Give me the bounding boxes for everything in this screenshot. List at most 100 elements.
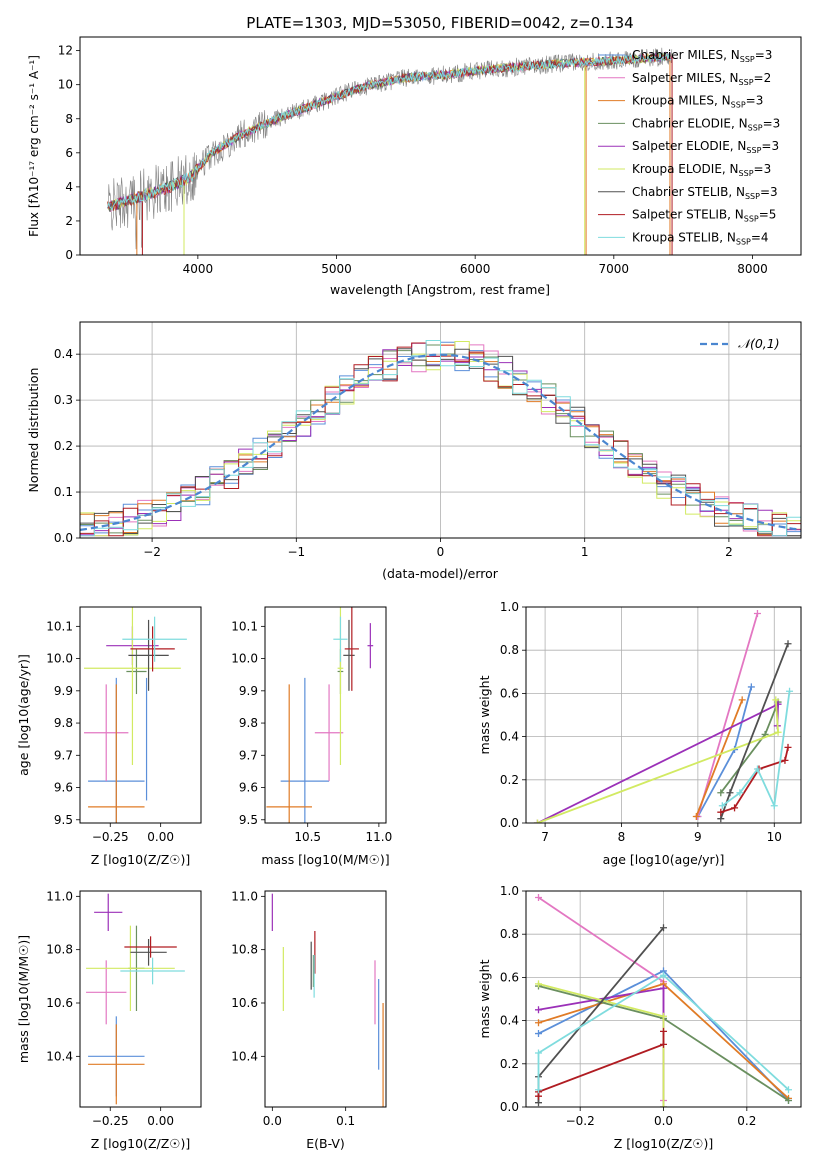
series-marker	[753, 765, 761, 773]
y-tick-label: 9.7	[54, 748, 73, 762]
legend-value: =5	[759, 208, 777, 222]
legend-value: =3	[761, 139, 779, 153]
y-tick-label: 10.6	[46, 996, 73, 1010]
errorbar-point	[122, 616, 187, 662]
x-axis-label: Z [log10(Z/Z☉)]	[91, 1136, 191, 1151]
y-tick-label: 0.0	[500, 816, 519, 830]
series-marker	[726, 789, 734, 797]
y-tick-label: 11.0	[231, 889, 258, 903]
plot-area	[80, 340, 801, 537]
spectrum-panel: 4000 5000 6000 7000 8000 0 2 4 6 8 10 12 Flux [fλ10⁻…	[27, 36, 802, 297]
y-axis-label: age [log10(age/yr)]	[16, 654, 31, 776]
normal-reference-curve	[80, 353, 801, 531]
series-chabrier-stelib	[537, 927, 665, 1103]
series-marker	[774, 728, 782, 736]
y-axis-label: mass weight	[477, 675, 492, 754]
axes-frame	[525, 606, 802, 824]
series-marker	[772, 696, 780, 704]
y-tick-label: 9.8	[239, 716, 258, 730]
y-tick-label: 9.6	[54, 781, 73, 795]
legend-subscript: SSP	[744, 215, 759, 224]
mass-age-panel: 10.5 11.0 9.5 9.6 9.7 9.8 9.9 10.0 10.1 mass [log…	[231, 606, 392, 867]
series-kroupa-stelib	[537, 974, 790, 1091]
x-axis-label: E(B-V)	[306, 1136, 345, 1151]
age-massweight-panel: 7 8 9 10 0.0 0.2 0.4 0.6 0.8 1.0 mass weight age [l…	[477, 600, 802, 867]
legend-entry: Chabrier MILES, NSSP=3	[632, 48, 772, 64]
errorbar-point	[337, 607, 344, 765]
x-axis-label: mass [log10(M/M☉)]	[261, 852, 389, 867]
series-marker	[660, 1040, 667, 1048]
y-tick-label: 0.2	[54, 439, 73, 453]
y-tick-label: 0.4	[54, 347, 73, 361]
z-age-panel: −0.25 0.00 9.5 9.6 9.7 9.8 9.9 10.0 10.1 age [log…	[16, 606, 202, 867]
series-marker	[731, 804, 739, 812]
legend-entry: Chabrier STELIB, NSSP=3	[632, 185, 778, 201]
x-tick-label: 8	[618, 830, 626, 844]
series-marker	[785, 1086, 792, 1094]
legend-subscript: SSP	[739, 169, 754, 178]
x-tick-label: 5000	[321, 262, 352, 276]
errorbar-point	[266, 684, 312, 823]
y-tick-label: 9.8	[54, 716, 73, 730]
axes-frame	[79, 606, 202, 824]
x-tick-label: 0.1	[336, 1114, 355, 1128]
series-salpeter-elodie	[538, 987, 665, 1107]
y-axis-label: Flux [fλ10⁻¹⁷ erg cm⁻² s⁻¹ A⁻¹]	[27, 55, 41, 237]
y-tick-label: 10.6	[231, 996, 258, 1010]
y-tick-label: 9.5	[239, 813, 258, 827]
x-tick-label: 7000	[599, 262, 630, 276]
errorbar-point	[126, 648, 147, 695]
errorbar-point	[128, 619, 169, 691]
y-tick-label: 11.0	[46, 889, 73, 903]
errorbar-point	[94, 893, 123, 931]
legend-subscript: SSP	[740, 55, 755, 64]
errorbar-point	[130, 626, 175, 672]
y-tick-label: 10.1	[231, 619, 258, 633]
y-tick-label: 0.4	[500, 1014, 519, 1028]
series-marker	[770, 802, 778, 810]
y-tick-label: 10.1	[46, 619, 73, 633]
series-marker	[784, 640, 792, 648]
errorbar-point	[367, 623, 374, 669]
series-marker	[660, 1012, 667, 1020]
x-tick-label: 4000	[183, 262, 214, 276]
x-tick-label: 0.0	[263, 1114, 282, 1128]
x-axis-label: age [log10(age/yr)]	[603, 852, 725, 867]
y-tick-label: 4	[65, 180, 73, 194]
y-tick-label: 10.0	[46, 652, 73, 666]
y-tick-label: 0.4	[500, 730, 519, 744]
series-marker	[535, 1030, 542, 1038]
plot-area	[533, 609, 794, 823]
x-axis-label: (data-model)/error	[382, 566, 499, 581]
series-marker	[535, 1006, 542, 1014]
series-marker	[535, 1019, 542, 1027]
plot-area	[107, 47, 673, 255]
series-marker	[535, 980, 542, 988]
series-marker	[717, 815, 725, 823]
x-tick-label: 0	[437, 545, 445, 559]
z-mass-panel: −0.25 0.00 10.4 10.6 10.8 11.0 mass [log10(M/M…	[16, 889, 202, 1151]
ebv-mass-panel: 0.0 0.1 10.4 10.6 10.8 11.0 E(B-V)	[231, 889, 387, 1151]
y-tick-label: 10	[58, 78, 73, 92]
errorbar-point	[344, 607, 359, 691]
legend-subscript: SSP	[748, 123, 763, 132]
series-marker	[533, 819, 541, 823]
y-tick-label: 0.6	[500, 686, 519, 700]
legend-subscript: SSP	[746, 146, 761, 155]
errorbar-point	[314, 684, 344, 782]
plot-area	[86, 893, 185, 1105]
series-marker	[660, 984, 667, 992]
y-tick-label: 0.8	[500, 927, 519, 941]
legend-value: =3	[760, 185, 778, 199]
y-tick-label: 6	[65, 146, 73, 160]
errorbar-point	[124, 936, 177, 958]
x-tick-label: −0.2	[566, 1114, 595, 1128]
errorbar-point	[84, 684, 129, 782]
y-tick-label: 9.9	[54, 684, 73, 698]
series-marker	[781, 756, 789, 764]
y-tick-label: 10.8	[46, 943, 73, 957]
x-tick-label: 2	[725, 545, 733, 559]
plot-area	[271, 893, 384, 1107]
legend-value: =3	[755, 48, 773, 62]
series-salpeter-miles	[697, 613, 759, 817]
